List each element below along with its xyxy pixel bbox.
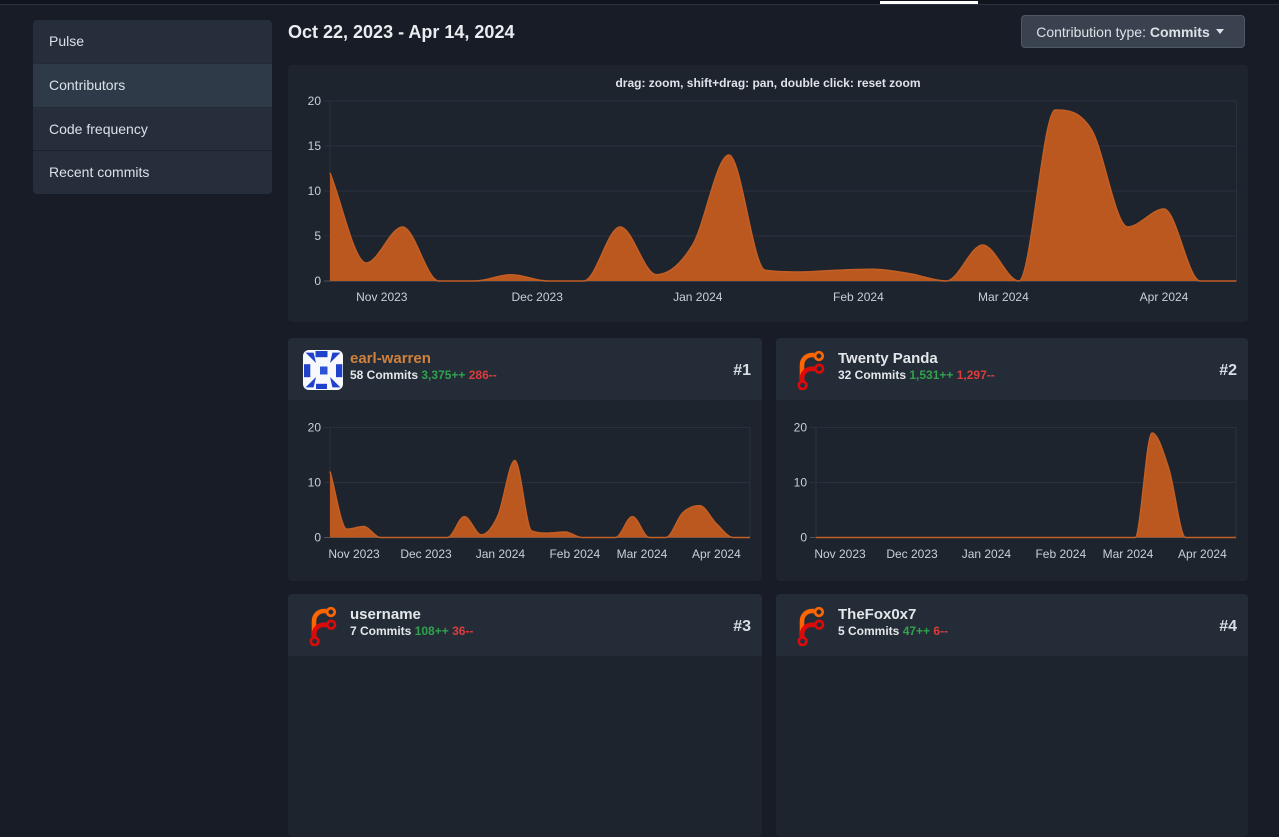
svg-text:0: 0: [800, 531, 807, 545]
svg-text:Apr 2024: Apr 2024: [692, 547, 741, 561]
svg-text:20: 20: [308, 94, 322, 108]
svg-text:Feb 2024: Feb 2024: [549, 547, 600, 561]
svg-text:Jan 2024: Jan 2024: [476, 547, 526, 561]
svg-text:Mar 2024: Mar 2024: [1103, 547, 1154, 561]
svg-text:10: 10: [794, 476, 808, 490]
svg-text:Jan 2024: Jan 2024: [962, 547, 1012, 561]
svg-text:Apr 2024: Apr 2024: [1178, 547, 1227, 561]
svg-text:Mar 2024: Mar 2024: [617, 547, 668, 561]
svg-text:Nov 2023: Nov 2023: [814, 547, 866, 561]
svg-text:Dec 2023: Dec 2023: [400, 547, 452, 561]
svg-text:Feb 2024: Feb 2024: [833, 290, 884, 304]
svg-text:10: 10: [308, 476, 322, 490]
svg-text:5: 5: [314, 229, 321, 243]
svg-text:Mar 2024: Mar 2024: [978, 290, 1029, 304]
svg-text:Jan 2024: Jan 2024: [673, 290, 723, 304]
svg-text:20: 20: [308, 421, 322, 435]
svg-text:10: 10: [308, 184, 322, 198]
svg-text:Nov 2023: Nov 2023: [328, 547, 380, 561]
svg-text:Dec 2023: Dec 2023: [886, 547, 938, 561]
svg-text:Feb 2024: Feb 2024: [1035, 547, 1086, 561]
svg-text:Nov 2023: Nov 2023: [356, 290, 408, 304]
svg-text:15: 15: [308, 139, 322, 153]
svg-text:Apr 2024: Apr 2024: [1140, 290, 1189, 304]
svg-text:20: 20: [794, 421, 808, 435]
svg-text:Dec 2023: Dec 2023: [512, 290, 564, 304]
svg-text:0: 0: [314, 274, 321, 288]
svg-text:0: 0: [314, 531, 321, 545]
